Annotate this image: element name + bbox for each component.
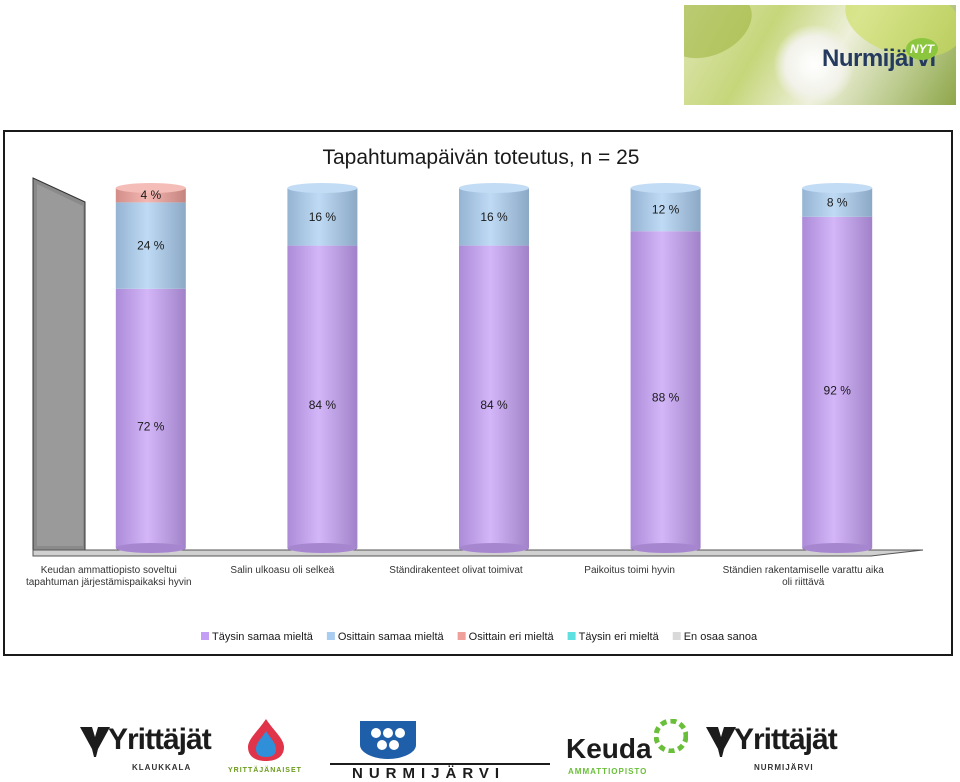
data-label: 72 %	[137, 419, 165, 433]
data-label: 12 %	[652, 203, 680, 217]
legend-label: Osittain samaa mieltä	[338, 631, 445, 643]
category-label: Paikoitus toimi hyvin	[584, 565, 675, 576]
legend-swatch	[672, 632, 681, 640]
yrittajat-klaukkala-logo: Yrittäjät KLAUKKALA	[80, 723, 220, 773]
bar-cap	[630, 183, 701, 193]
legend-swatch	[567, 632, 576, 640]
legend-swatch	[201, 632, 209, 640]
yrittajat-y-icon	[706, 727, 736, 757]
legend-swatch	[457, 632, 466, 640]
legend-label: Osittain eri mieltä	[469, 631, 555, 643]
chart-frame: Tapahtumapäivän toteutus, n = 25 72 % 24 …	[3, 130, 953, 656]
legend-swatch	[326, 632, 335, 640]
bar-base	[115, 543, 186, 553]
keuda-logo: Keuda AMMATTIOPISTO	[566, 717, 696, 777]
legend-label: Täysin eri mieltä	[579, 631, 660, 643]
data-label: 84 %	[309, 398, 337, 412]
bar-base	[630, 543, 701, 553]
bar-base	[287, 543, 358, 553]
yrittajanaiset-sub: YRITTÄJÄNAISET	[228, 767, 302, 774]
bar-segment	[115, 202, 186, 289]
banner-badge: NYT	[906, 38, 938, 60]
data-label: 16 %	[480, 210, 508, 224]
data-label: 4 %	[140, 188, 161, 202]
bar-base	[459, 543, 529, 553]
category-label: Salin ulkoasu oli selkeä	[230, 565, 334, 576]
yrittajat-y-icon	[80, 727, 110, 757]
bar-segment	[287, 245, 358, 548]
legend-label: En osaa sanoa	[684, 631, 758, 643]
legend-label: Täysin samaa mieltä	[212, 631, 314, 643]
chart-title: Tapahtumapäivän toteutus, n = 25	[323, 146, 640, 169]
bar-segment	[459, 188, 529, 246]
keuda-flower-icon	[654, 719, 688, 753]
yrittajat-nurmijarvi-sub: NURMIJÄRVI	[754, 763, 814, 772]
bar-cap	[287, 183, 358, 193]
data-label: 8 %	[827, 195, 848, 209]
bar-base	[802, 543, 873, 553]
yrittajanaiset-logo: YRITTÄJÄNAISET	[228, 717, 308, 777]
data-label: 84 %	[480, 398, 508, 412]
data-label: 24 %	[137, 239, 165, 253]
category-label: Ständirakenteet olivat toimivat	[389, 565, 523, 576]
category-label: Ständien rakentamiselle varattu aika	[723, 565, 885, 576]
sponsor-logos: Yrittäjät KLAUKKALA YRITTÄJÄNAISET NURMI…	[0, 705, 960, 782]
bar-cap	[459, 183, 529, 193]
bar-segment	[459, 245, 529, 548]
yrittajanaiset-drop-icon	[248, 719, 284, 761]
header-banner: Nurmijärvi NYT	[684, 5, 956, 105]
yrittajat-klaukkala-name: Yrittäjät	[108, 723, 212, 756]
nurmijarvi-logo: NURMIJÄRVI	[330, 711, 550, 782]
bar-segment	[630, 188, 701, 232]
data-label: 92 %	[824, 383, 852, 397]
banner-flower	[774, 25, 854, 105]
category-label: Keudan ammattiopisto soveltui	[41, 565, 177, 576]
bar-segment	[630, 231, 701, 548]
bar-cap	[115, 183, 186, 193]
bar-segment	[802, 216, 873, 549]
yrittajat-klaukkala-sub: KLAUKKALA	[132, 763, 192, 772]
nurmijarvi-name: NURMIJÄRVI	[352, 765, 506, 782]
data-label: 88 %	[652, 391, 680, 405]
bar-cap	[802, 183, 873, 193]
bar-segment	[115, 288, 186, 548]
stacked-bar-chart: Tapahtumapäivän toteutus, n = 25 72 % 24 …	[26, 146, 924, 643]
yrittajat-nurmijarvi-logo: Yrittäjät NURMIJÄRVI	[706, 723, 846, 773]
nurmijarvi-rule	[330, 763, 550, 765]
chart-floor	[32, 549, 924, 557]
keuda-name: Keuda	[566, 733, 652, 764]
yrittajat-nurmijarvi-name: Yrittäjät	[734, 723, 838, 756]
data-label: 16 %	[309, 210, 337, 224]
category-label: tapahtuman järjestämispaikaksi hyvin	[26, 577, 192, 588]
category-label: oli riittävä	[782, 577, 825, 588]
keuda-sub: AMMATTIOPISTO	[568, 767, 648, 776]
bar-segment	[287, 188, 358, 246]
nurmijarvi-crest-icon	[360, 721, 416, 759]
banner-leaf	[684, 5, 763, 72]
chart-back-wall-inner	[37, 184, 83, 546]
